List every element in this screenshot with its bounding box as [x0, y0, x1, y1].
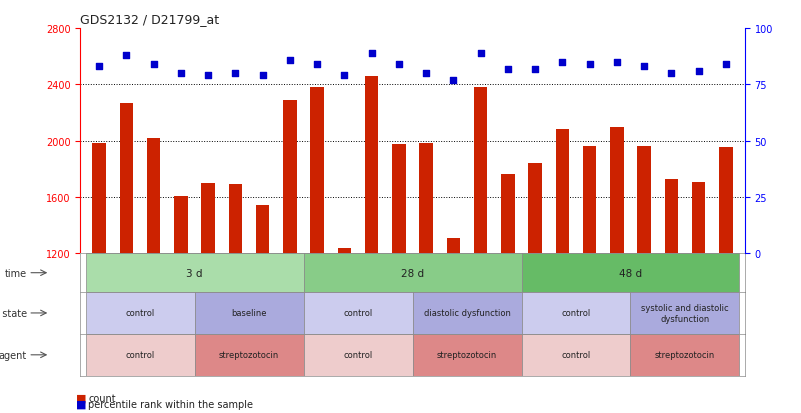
Point [365, 50, 378, 57]
Bar [665, 179, 678, 413]
Bar [86, 334, 195, 376]
Bar [556, 130, 570, 413]
Point [665, 71, 678, 77]
Point [175, 71, 187, 77]
Bar [86, 292, 195, 334]
Text: 3 d: 3 d [187, 268, 203, 278]
Text: ■: ■ [76, 393, 87, 403]
Point [202, 73, 215, 79]
Text: 48 d: 48 d [619, 268, 642, 278]
Text: baseline: baseline [231, 309, 267, 318]
Bar [521, 334, 630, 376]
Text: control: control [344, 351, 372, 359]
Bar [201, 183, 215, 413]
Bar [630, 334, 739, 376]
Bar [195, 334, 304, 376]
Point [583, 62, 596, 68]
Text: count: count [88, 393, 115, 403]
Bar [413, 292, 521, 334]
Text: disease state: disease state [0, 308, 27, 318]
Bar [337, 248, 351, 413]
Text: agent: agent [0, 350, 27, 360]
Bar [583, 146, 597, 413]
Point [501, 66, 514, 73]
Text: control: control [126, 309, 155, 318]
Text: time: time [5, 268, 27, 278]
Bar [119, 103, 133, 413]
Bar [195, 292, 304, 334]
Bar [304, 292, 413, 334]
Text: 28 d: 28 d [401, 268, 424, 278]
Bar [304, 254, 521, 292]
Bar [310, 88, 324, 413]
Bar [638, 147, 651, 413]
Bar [392, 145, 405, 413]
Point [93, 64, 106, 71]
Text: GDS2132 / D21799_at: GDS2132 / D21799_at [80, 13, 219, 26]
Text: control: control [562, 309, 590, 318]
Point [229, 71, 242, 77]
Bar [413, 334, 521, 376]
Bar [521, 292, 630, 334]
Text: ■: ■ [76, 399, 87, 409]
Point [529, 66, 541, 73]
Bar [692, 182, 706, 413]
Bar [92, 144, 106, 413]
Bar [610, 128, 624, 413]
Bar [447, 238, 461, 413]
Bar [256, 206, 269, 413]
Point [256, 73, 269, 79]
Point [120, 52, 133, 59]
Bar [304, 334, 413, 376]
Bar [501, 175, 515, 413]
Point [147, 62, 160, 68]
Point [311, 62, 324, 68]
Bar [283, 101, 296, 413]
Text: percentile rank within the sample: percentile rank within the sample [88, 399, 253, 409]
Point [638, 64, 650, 71]
Point [610, 59, 623, 66]
Text: control: control [126, 351, 155, 359]
Text: control: control [344, 309, 372, 318]
Bar [630, 292, 739, 334]
Bar [364, 77, 378, 413]
Bar [147, 138, 160, 413]
Point [692, 68, 705, 75]
Point [284, 57, 296, 64]
Text: diastolic dysfunction: diastolic dysfunction [424, 309, 510, 318]
Point [719, 62, 732, 68]
Point [338, 73, 351, 79]
Bar [521, 254, 739, 292]
Bar [228, 184, 242, 413]
Point [447, 77, 460, 84]
Text: control: control [562, 351, 590, 359]
Bar [420, 143, 433, 413]
Text: streptozotocin: streptozotocin [437, 351, 497, 359]
Bar [174, 196, 187, 413]
Bar [86, 254, 304, 292]
Point [556, 59, 569, 66]
Text: streptozotocin: streptozotocin [655, 351, 715, 359]
Bar [529, 164, 542, 413]
Point [474, 50, 487, 57]
Bar [474, 88, 488, 413]
Point [392, 62, 405, 68]
Point [420, 71, 433, 77]
Text: streptozotocin: streptozotocin [219, 351, 280, 359]
Bar [719, 148, 733, 413]
Text: systolic and diastolic
dysfunction: systolic and diastolic dysfunction [641, 304, 729, 323]
